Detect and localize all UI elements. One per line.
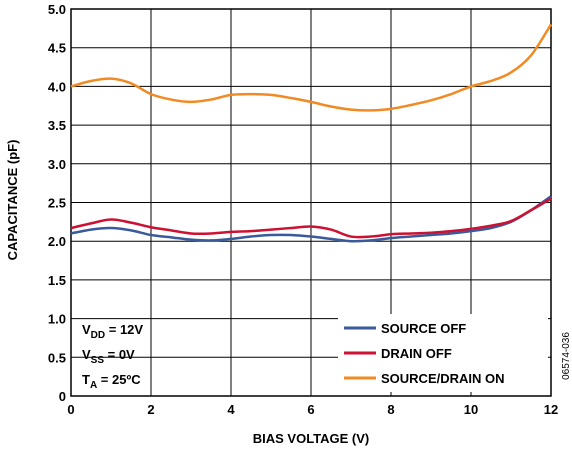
y-tick-label: 3.5 bbox=[48, 118, 66, 133]
y-tick-label: 1.5 bbox=[48, 273, 66, 288]
series-lines bbox=[70, 23, 553, 243]
figure-id: 06574-036 bbox=[561, 332, 572, 380]
condition-subscript: DD bbox=[91, 330, 105, 341]
plot-frame bbox=[70, 8, 552, 397]
legend-label: DRAIN OFF bbox=[381, 346, 452, 361]
legend: SOURCE OFF DRAIN OFF SOURCE/DRAIN ON bbox=[344, 321, 505, 386]
y-tick-label: 2.5 bbox=[48, 196, 66, 211]
y-tick-label: 0.5 bbox=[48, 350, 66, 365]
y-tick-label: 2.0 bbox=[48, 234, 66, 249]
x-tick-label: 4 bbox=[227, 402, 235, 417]
x-tick-label: 8 bbox=[387, 402, 394, 417]
x-tick-label: 10 bbox=[464, 402, 478, 417]
series-line-1 bbox=[70, 197, 552, 239]
legend-label: SOURCE/DRAIN ON bbox=[381, 371, 505, 386]
condition-line: TA = 25ºC bbox=[82, 372, 141, 391]
condition-value: = 25ºC bbox=[97, 372, 141, 387]
y-axis-title: CAPACITANCE (pF) bbox=[5, 140, 20, 261]
y-tick-label: 0 bbox=[59, 389, 66, 404]
condition-symbol: V bbox=[82, 347, 91, 362]
x-tick-label: 6 bbox=[307, 402, 314, 417]
x-tick-label: 12 bbox=[544, 402, 558, 417]
y-tick-label: 3.0 bbox=[48, 157, 66, 172]
condition-symbol: T bbox=[82, 372, 90, 387]
x-tick-label: 0 bbox=[67, 402, 74, 417]
x-tick-label: 2 bbox=[147, 402, 154, 417]
condition-subscript: SS bbox=[91, 355, 105, 366]
series-line-0 bbox=[70, 195, 552, 243]
condition-value: = 12V bbox=[105, 322, 143, 337]
y-tick-label: 5.0 bbox=[48, 2, 66, 17]
condition-line: VDD = 12V bbox=[82, 322, 143, 341]
condition-line: VSS = 0V bbox=[82, 347, 135, 366]
y-tick-label: 4.0 bbox=[48, 79, 66, 94]
series-line-2 bbox=[70, 23, 553, 112]
y-tick-label: 4.5 bbox=[48, 41, 66, 56]
condition-symbol: V bbox=[82, 322, 91, 337]
condition-value: = 0V bbox=[104, 347, 135, 362]
legend-label: SOURCE OFF bbox=[381, 321, 466, 336]
y-tick-label: 1.0 bbox=[48, 312, 66, 327]
condition-subscript: A bbox=[90, 380, 97, 391]
x-axis-title: BIAS VOLTAGE (V) bbox=[253, 431, 370, 446]
axis-ticks: 0 2 4 6 8 10 12 0 0.5 1.0 1.5 2.0 2.5 3.0 3.5 4.0 4.5 5.0 bbox=[48, 2, 558, 417]
